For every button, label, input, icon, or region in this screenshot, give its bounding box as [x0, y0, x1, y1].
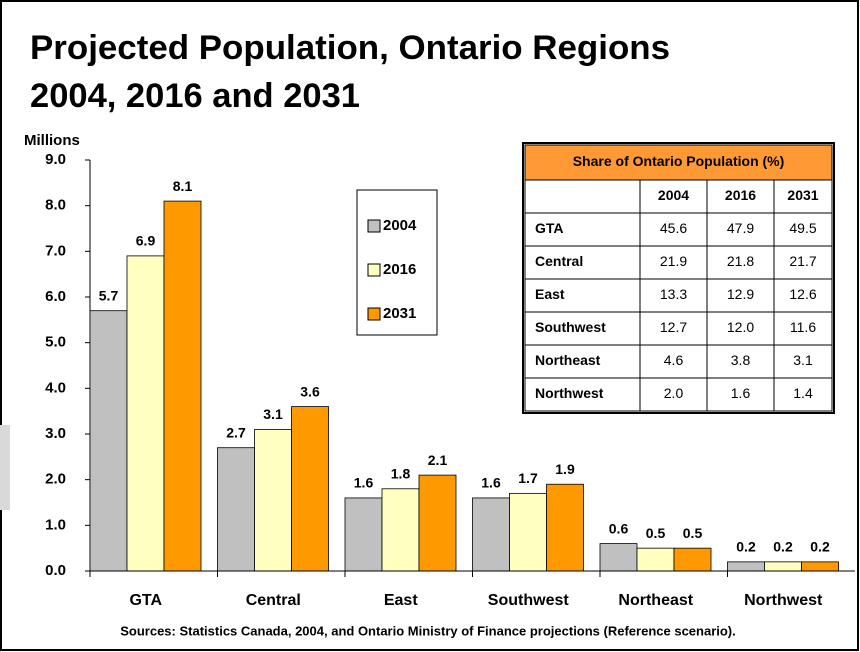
- value-label: 5.7: [99, 287, 119, 303]
- table-cell: 3.1: [793, 352, 813, 368]
- bar: [801, 561, 839, 572]
- y-tick-label: 0.0: [45, 562, 66, 579]
- x-tick-label: Northeast: [618, 592, 693, 609]
- table-cell: 12.9: [727, 286, 754, 302]
- table-column-header: 2016: [725, 187, 756, 203]
- y-tick-label: 5.0: [45, 334, 66, 351]
- legend-label: 2016: [383, 261, 416, 278]
- table-cell: 3.8: [731, 352, 751, 368]
- y-tick-label: 3.0: [45, 425, 66, 442]
- table-row-label: East: [535, 286, 565, 302]
- x-tick-label: GTA: [129, 592, 162, 609]
- bar: [472, 497, 510, 572]
- value-label: 0.5: [646, 525, 666, 541]
- bar: [89, 310, 128, 572]
- value-label: 1.7: [518, 470, 538, 486]
- value-label: 0.5: [683, 525, 703, 541]
- value-label: 1.8: [391, 466, 411, 482]
- bar: [217, 447, 255, 572]
- bar: [254, 429, 292, 572]
- table-row-label: Southwest: [535, 319, 606, 335]
- table-title: Share of Ontario Population (%): [573, 153, 785, 169]
- table-cell: 49.5: [789, 220, 816, 236]
- table-cell: 13.3: [660, 286, 687, 302]
- table-column-header: 2031: [787, 187, 818, 203]
- chart-title: Projected Population, Ontario Regions: [30, 29, 670, 67]
- table-row-label: GTA: [535, 220, 564, 236]
- y-tick-label: 9.0: [45, 151, 66, 168]
- source-note: Sources: Statistics Canada, 2004, and On…: [120, 623, 736, 638]
- table-column-header: 2004: [658, 187, 689, 203]
- chart-subtitle: 2004, 2016 and 2031: [30, 77, 360, 115]
- x-tick-label: Southwest: [488, 592, 570, 609]
- table-shadow: [522, 142, 835, 414]
- legend-swatch: [367, 263, 381, 277]
- side-tab: [0, 425, 10, 510]
- y-tick-label: 1.0: [45, 516, 66, 533]
- value-label: 2.1: [428, 452, 448, 468]
- table-cell: 4.6: [664, 352, 684, 368]
- x-tick-label: Central: [246, 592, 301, 609]
- y-tick-label: 2.0: [45, 471, 66, 488]
- bar: [673, 547, 712, 572]
- x-tick-label: East: [384, 592, 418, 609]
- value-label: 3.1: [263, 406, 283, 422]
- bar: [163, 200, 202, 572]
- table-cell: 12.0: [727, 319, 754, 335]
- bar: [636, 547, 675, 572]
- bar: [126, 255, 165, 572]
- table-cell: 21.7: [789, 253, 816, 269]
- table-row-label: Central: [535, 253, 583, 269]
- table-cell: 12.6: [789, 286, 816, 302]
- bar: [727, 561, 765, 572]
- value-label: 0.2: [736, 539, 756, 555]
- value-label: 8.1: [173, 178, 193, 194]
- table-row-label: Northeast: [535, 352, 601, 368]
- table-body: [524, 179, 833, 412]
- y-axis-label: Millions: [24, 132, 80, 149]
- bar: [344, 497, 383, 572]
- table-cell: 1.4: [793, 385, 813, 401]
- table-cell: 12.7: [660, 319, 687, 335]
- table-cell: 45.6: [660, 220, 687, 236]
- legend-label: 2031: [383, 305, 416, 322]
- value-label: 2.7: [226, 424, 246, 440]
- value-label: 1.6: [354, 475, 374, 491]
- value-label: 1.9: [555, 461, 575, 477]
- legend-swatch: [367, 219, 381, 233]
- table-cell: 2.0: [664, 385, 684, 401]
- value-label: 0.6: [609, 520, 629, 536]
- y-tick-label: 6.0: [45, 288, 66, 305]
- table-cell: 1.6: [731, 385, 751, 401]
- bar: [764, 561, 802, 572]
- value-label: 1.6: [481, 475, 501, 491]
- table-cell: 47.9: [727, 220, 754, 236]
- table-cell: 21.8: [727, 253, 754, 269]
- bar: [599, 543, 638, 572]
- bar: [418, 474, 457, 572]
- legend-swatch: [367, 307, 381, 321]
- bar: [291, 406, 329, 572]
- y-tick-label: 8.0: [45, 197, 66, 214]
- table-cell: 21.9: [660, 253, 687, 269]
- y-tick-label: 4.0: [45, 379, 66, 396]
- table-header: [524, 144, 833, 181]
- value-label: 6.9: [136, 233, 156, 249]
- value-label: 0.2: [810, 539, 830, 555]
- bar: [381, 488, 420, 572]
- table-cell: 11.6: [790, 319, 816, 335]
- table-row-label: Northwest: [535, 385, 604, 401]
- legend-label: 2004: [383, 217, 417, 234]
- bar: [546, 483, 584, 572]
- bar: [509, 492, 547, 572]
- y-tick-label: 7.0: [45, 242, 66, 259]
- x-tick-label: Northwest: [744, 592, 823, 609]
- value-label: 0.2: [773, 539, 793, 555]
- value-label: 3.6: [300, 383, 320, 399]
